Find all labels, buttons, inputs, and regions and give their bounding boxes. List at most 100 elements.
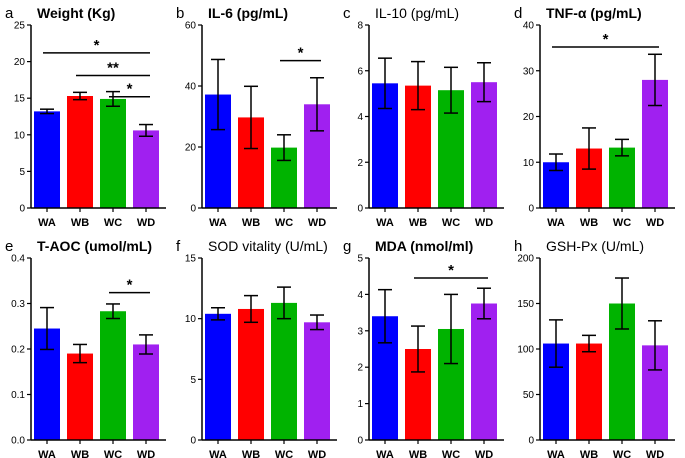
x-tick-label: WB xyxy=(409,449,427,458)
error-bar-wc xyxy=(615,138,629,157)
significance-label: * xyxy=(298,45,304,62)
error-bar-wc xyxy=(444,66,458,114)
bar-wd xyxy=(304,322,330,440)
x-tick-label: WD xyxy=(475,217,493,229)
error-bar-wb xyxy=(411,60,425,111)
x-tick-label: WC xyxy=(275,449,293,458)
y-tick-label: 1 xyxy=(357,399,363,410)
y-tick-label: 20 xyxy=(185,143,197,154)
x-tick-label: WD xyxy=(646,217,664,229)
panel-title: MDA (nmol/ml) xyxy=(375,238,473,254)
x-tick-label: WA xyxy=(376,217,394,229)
x-tick-label: WA xyxy=(376,449,394,458)
error-bar-wd xyxy=(139,334,153,355)
error-bar-wb xyxy=(73,91,87,101)
error-bar-wd xyxy=(477,61,491,103)
y-tick-label: 0.2 xyxy=(11,345,25,356)
significance-label: * xyxy=(448,262,454,279)
x-tick-label: WB xyxy=(409,217,427,229)
significance-label: ** xyxy=(107,60,119,77)
bar-wa xyxy=(205,313,231,440)
error-bar-wb xyxy=(244,85,258,150)
y-tick-label: 0.3 xyxy=(11,299,25,310)
x-tick-label: WA xyxy=(209,449,227,458)
error-bar-wc xyxy=(615,277,629,330)
bar-wd xyxy=(471,82,497,208)
error-bar-wa xyxy=(549,319,563,368)
bar-wa xyxy=(34,111,60,208)
panel-title: TNF-α (pg/mL) xyxy=(546,5,642,21)
x-tick-label: WB xyxy=(71,449,89,458)
error-bar-wa xyxy=(378,57,392,110)
panel-d: d TNF-α (pg/mL) 0 10 20 30 40 WA WB WC WD * xyxy=(514,5,675,229)
y-tick-label: 10 xyxy=(185,314,197,325)
panel-letter: f xyxy=(176,238,181,255)
panel-h: h GSH-Px (U/mL) 0 50 100 150 200 WA WB WC WD xyxy=(514,238,675,458)
y-tick-label: 0.1 xyxy=(11,390,25,401)
bar-wc xyxy=(609,147,635,208)
y-tick-label: 150 xyxy=(517,299,534,310)
error-bar-wc xyxy=(106,90,120,108)
error-bar-wd xyxy=(648,320,662,371)
bar-wd xyxy=(133,130,159,208)
error-bar-wa xyxy=(549,153,563,172)
x-tick-label: WA xyxy=(547,217,565,229)
y-tick-label: 5 xyxy=(19,167,25,178)
panel-letter: b xyxy=(176,5,184,22)
bar-wc xyxy=(271,302,297,440)
y-tick-label: 0 xyxy=(190,436,196,447)
y-tick-label: 0 xyxy=(528,436,534,447)
x-tick-label: WB xyxy=(580,217,598,229)
error-bar-wc xyxy=(277,134,291,162)
y-tick-label: 15 xyxy=(185,254,197,265)
y-tick-label: 4 xyxy=(357,112,363,123)
x-tick-label: WB xyxy=(71,217,89,229)
y-tick-label: 200 xyxy=(517,254,534,265)
panel-letter: c xyxy=(343,5,351,22)
panel-title: IL-6 (pg/mL) xyxy=(208,5,288,21)
y-tick-label: 100 xyxy=(517,345,534,356)
y-tick-label: 20 xyxy=(523,112,535,123)
error-bar-wd xyxy=(139,123,153,138)
panel-title: T-AOC (umol/mL) xyxy=(37,238,152,254)
x-tick-label: WA xyxy=(38,449,56,458)
y-tick-label: 60 xyxy=(185,21,197,32)
bar-wc xyxy=(100,98,126,208)
error-bar-wb xyxy=(582,127,596,170)
y-tick-label: 40 xyxy=(523,21,535,32)
x-tick-label: WC xyxy=(104,217,122,229)
bar-wd xyxy=(471,303,497,440)
x-tick-label: WB xyxy=(580,449,598,458)
x-tick-label: WD xyxy=(308,449,326,458)
y-tick-label: 50 xyxy=(523,390,535,401)
x-tick-label: WC xyxy=(104,449,122,458)
y-tick-label: 0.4 xyxy=(11,254,25,265)
bar-wb xyxy=(576,343,602,440)
y-tick-label: 2 xyxy=(357,363,363,374)
error-bar-wb xyxy=(582,334,596,353)
y-tick-label: 30 xyxy=(523,66,535,77)
panel-b: b IL-6 (pg/mL) 0 20 40 60 WA WB WC WD * xyxy=(176,5,337,229)
y-tick-label: 40 xyxy=(185,82,197,93)
panel-e: e T-AOC (umol/mL) 0.0 0.1 0.2 0.3 0.4 WA WB WC WD * xyxy=(5,238,166,458)
y-tick-label: 0 xyxy=(528,204,534,215)
bar-wd xyxy=(133,344,159,440)
error-bar-wb xyxy=(411,325,425,373)
x-tick-label: WA xyxy=(38,217,56,229)
panel-letter: d xyxy=(514,5,522,22)
significance-label: * xyxy=(127,81,133,98)
significance-label: * xyxy=(127,277,133,294)
panel-g: g MDA (nmol/ml) 0 1 2 3 4 5 WA WB WC WD * xyxy=(343,238,504,458)
x-tick-label: WD xyxy=(137,449,155,458)
bar-wc xyxy=(100,311,126,440)
y-tick-label: 3 xyxy=(357,326,363,337)
panel-f: f SOD vitality (U/mL) 0 5 10 15 WA WB WC WD xyxy=(176,238,337,458)
panel-letter: e xyxy=(5,238,13,255)
panel-title: SOD vitality (U/mL) xyxy=(208,238,328,254)
error-bar-wd xyxy=(477,287,491,320)
y-tick-label: 25 xyxy=(14,21,26,32)
error-bar-wc xyxy=(106,303,120,320)
x-tick-label: WD xyxy=(137,217,155,229)
error-bar-wd xyxy=(310,314,324,331)
